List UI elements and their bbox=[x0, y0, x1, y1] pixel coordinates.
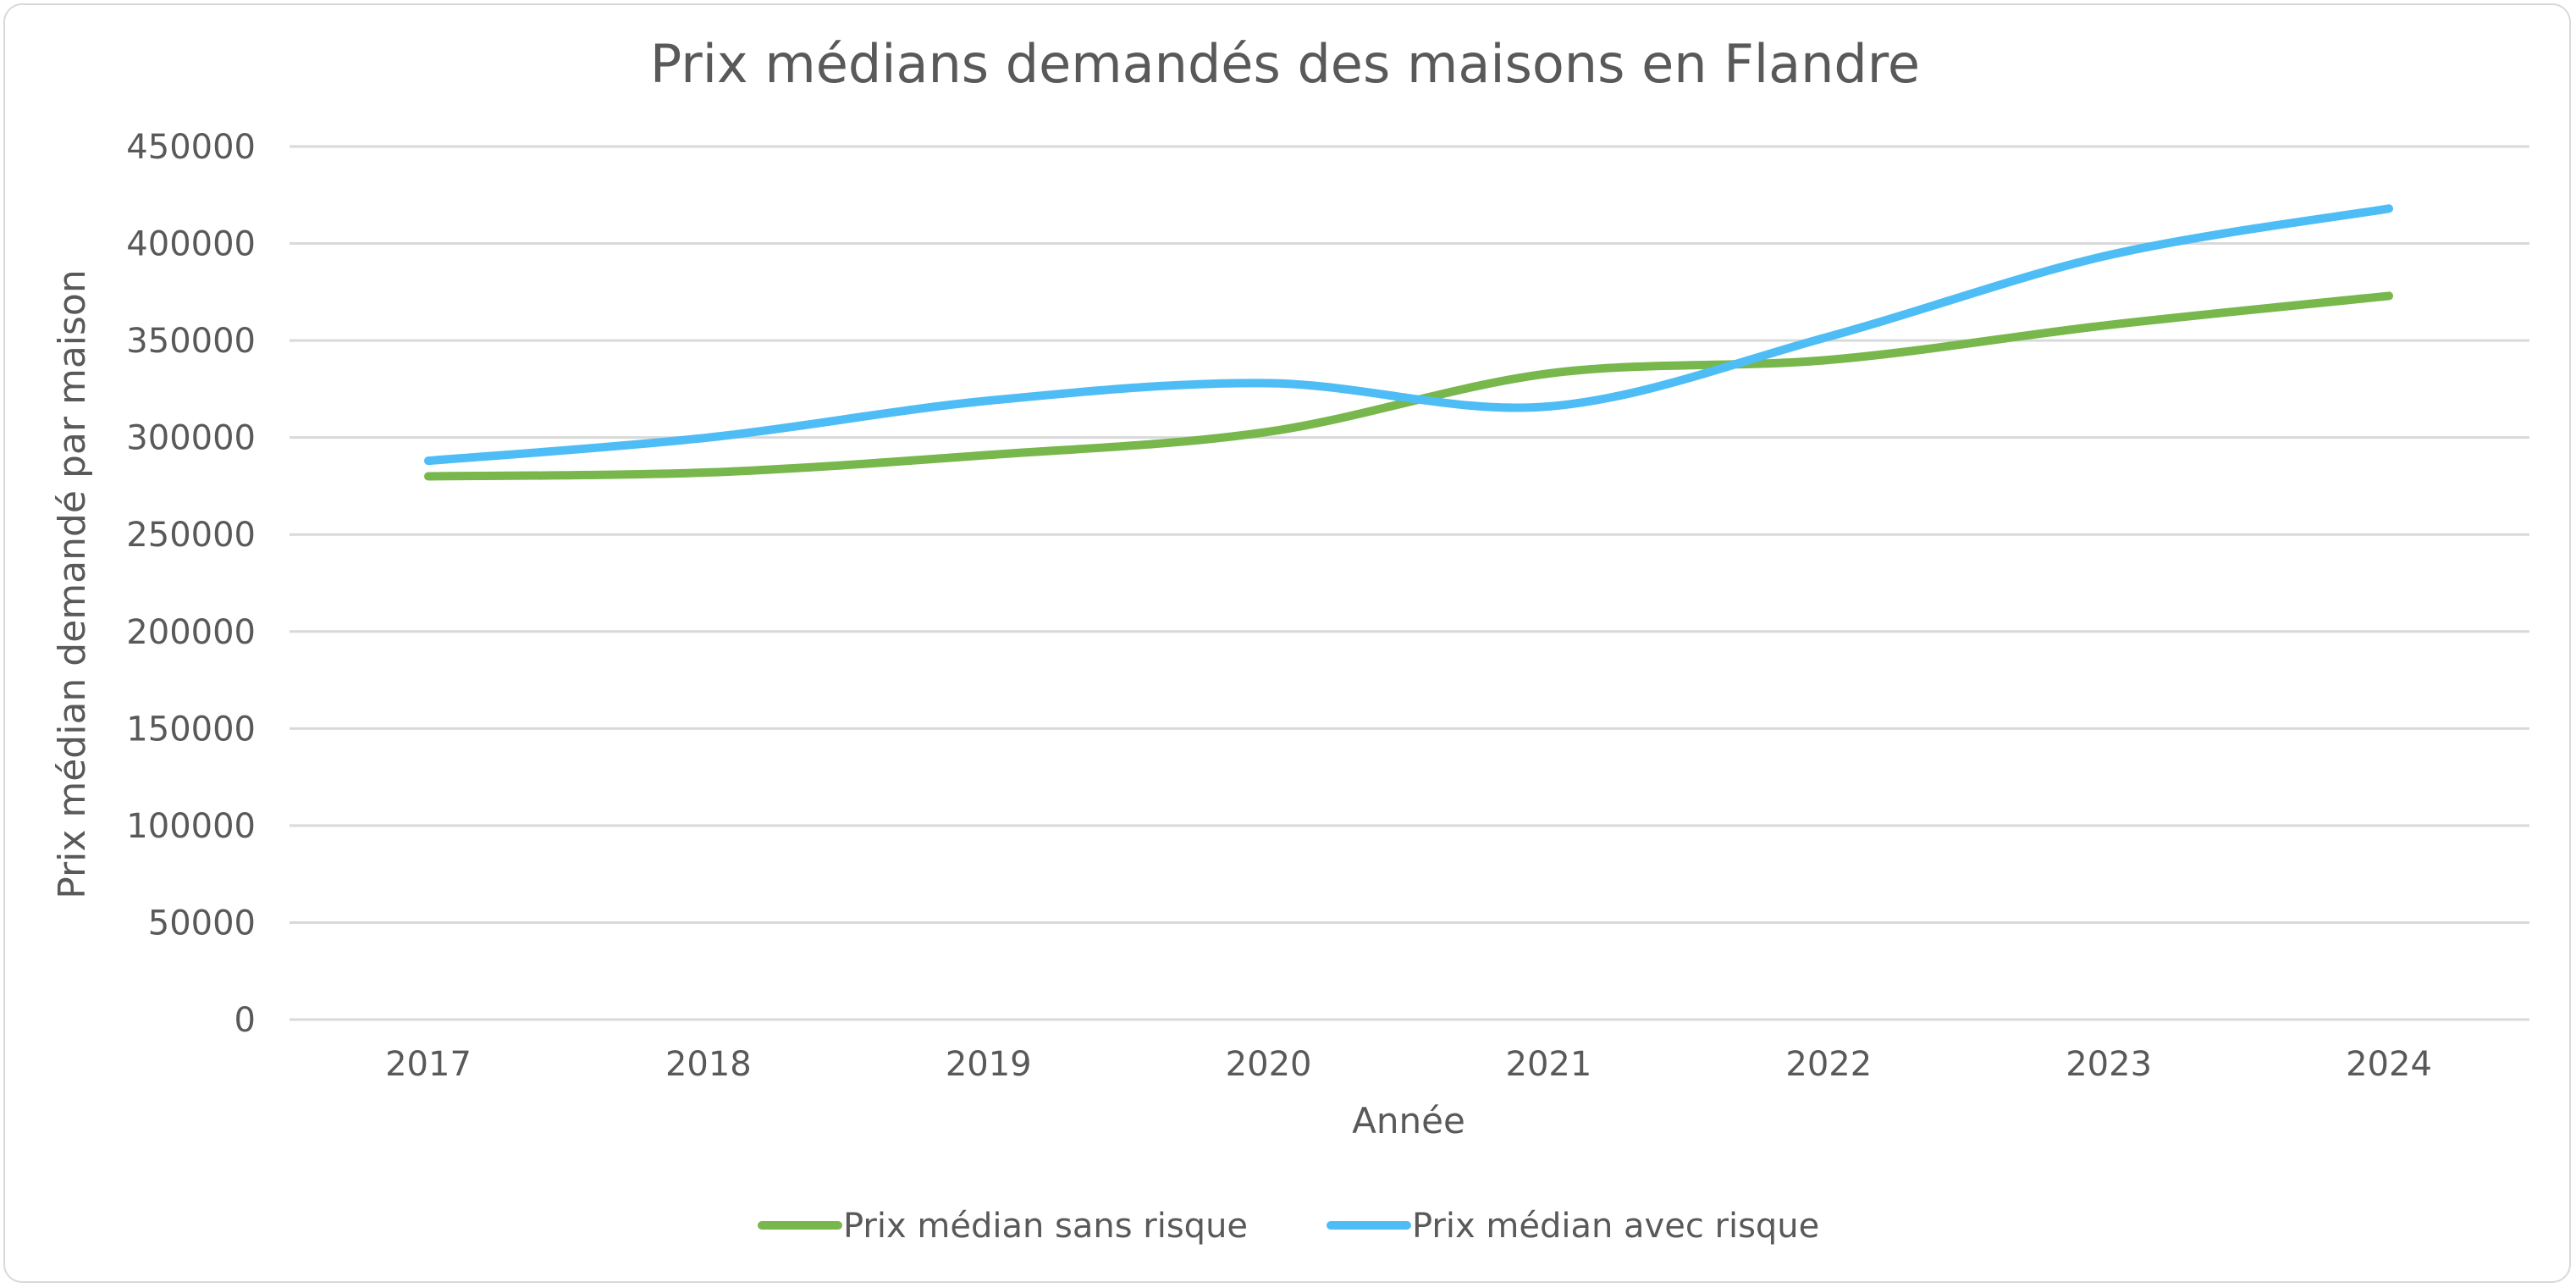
x-axis-ticks: 2017 2018 2019 2020 2021 2022 2023 2024 bbox=[385, 1045, 2432, 1084]
x-tick-label: 2019 bbox=[946, 1045, 1032, 1084]
y-axis-ticks: 0 50000 100000 150000 200000 250000 300000 3500… bbox=[126, 128, 256, 1040]
y-tick-label: 150000 bbox=[126, 710, 256, 749]
y-tick-label: 350000 bbox=[126, 322, 256, 361]
x-tick-label: 2017 bbox=[385, 1045, 472, 1084]
y-tick-label: 100000 bbox=[126, 807, 256, 846]
series-line-2 bbox=[424, 204, 2393, 466]
y-tick-label: 0 bbox=[234, 1001, 256, 1040]
x-tick-label: 2023 bbox=[2066, 1045, 2152, 1084]
y-tick-label: 450000 bbox=[126, 128, 256, 167]
x-tick-label: 2020 bbox=[1226, 1045, 1312, 1084]
y-tick-label: 50000 bbox=[148, 904, 256, 943]
y-tick-label: 300000 bbox=[126, 419, 256, 458]
legend-label-2: Prix médian avec risque bbox=[1412, 1207, 1819, 1246]
x-tick-label: 2022 bbox=[1785, 1045, 1872, 1084]
y-tick-label: 250000 bbox=[126, 516, 256, 555]
series-line-1 bbox=[424, 291, 2393, 481]
x-axis-title: Année bbox=[1352, 1100, 1465, 1142]
y-axis-title: Prix médian demandé par maison bbox=[51, 269, 94, 898]
x-tick-label: 2024 bbox=[2346, 1045, 2432, 1084]
y-tick-label: 400000 bbox=[126, 225, 256, 264]
y-tick-label: 200000 bbox=[126, 613, 256, 652]
chart-frame bbox=[3, 3, 2571, 1283]
chart-title: Prix médians demandés des maisons en Fla… bbox=[650, 33, 1920, 95]
legend-label-1: Prix médian sans risque bbox=[843, 1207, 1248, 1246]
legend: Prix médian sans risque Prix médian avec … bbox=[758, 1207, 1819, 1246]
x-tick-label: 2018 bbox=[665, 1045, 752, 1084]
gridlines bbox=[290, 145, 2529, 1021]
x-tick-label: 2021 bbox=[1506, 1045, 1592, 1084]
series-lines bbox=[424, 204, 2393, 481]
